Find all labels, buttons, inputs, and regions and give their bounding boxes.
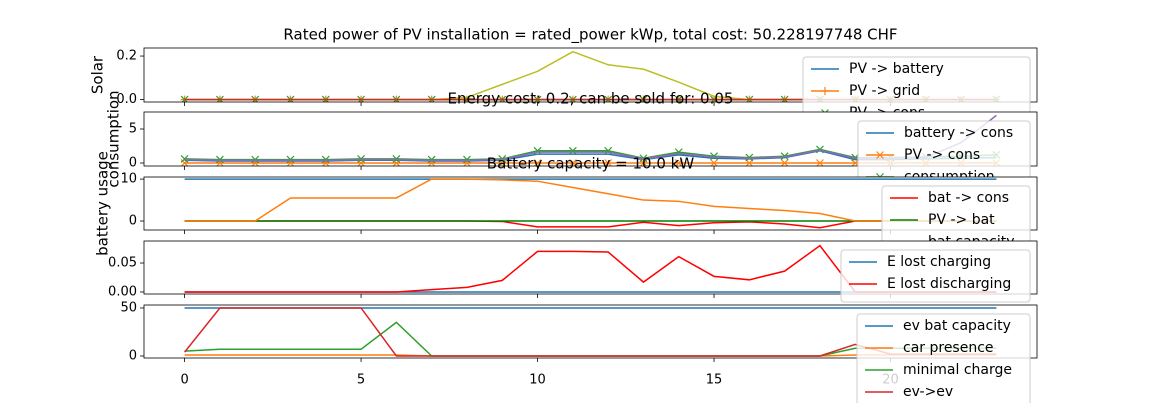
legend-label: E lost charging (887, 254, 991, 270)
marker (180, 155, 189, 163)
axes-title: Battery capacity = 10.0 kW (487, 155, 695, 173)
axes-title: Rated power of PV installation = rated_p… (283, 26, 897, 45)
legend-label: ev->ev (903, 384, 953, 400)
axes-title: Energy cost: 0.2, can be sold for: 0.05 (448, 90, 734, 108)
legend-label: PV -> bat (928, 212, 995, 228)
marker (710, 159, 718, 166)
x-tick-label: 5 (357, 373, 365, 388)
axes-frame (143, 47, 1038, 103)
legend-label: PV -> cons (904, 147, 980, 163)
axes: 0 5 Energy cost: 0.2, can be sold for: 0.0… (105, 90, 1038, 196)
x-tick-label: 10 (529, 373, 546, 388)
legend-label: PV -> grid (849, 83, 920, 99)
y-axis-label: Solar (89, 55, 107, 94)
x-tick-label: 0 (180, 373, 188, 388)
y-axis-label: consumption (105, 90, 123, 187)
y-tick-label: 0.00 (108, 284, 137, 299)
plot-area (184, 178, 997, 229)
y-axis-label: battery usage (94, 151, 112, 256)
y-tick-label: 5 (129, 122, 137, 137)
marker (821, 87, 829, 95)
legend-label: minimal charge (903, 362, 1012, 378)
legend-label: bat -> cons (928, 190, 1009, 206)
marker (876, 151, 884, 159)
legend-label: E lost discharging (887, 276, 1011, 292)
legend-label: PV -> battery (849, 61, 944, 77)
x-tick-label: 15 (706, 373, 723, 388)
legend-box (840, 249, 1031, 303)
series-line (184, 178, 997, 222)
marker (568, 159, 577, 166)
y-tick-label: 50 (120, 300, 137, 315)
marker (568, 146, 577, 155)
legend-box (856, 313, 1031, 403)
marker (533, 159, 542, 166)
axes-frame (143, 240, 1038, 295)
legend-label: car presence (903, 340, 994, 356)
axes-frame (143, 304, 1038, 359)
y-tick-label: 10 (120, 172, 137, 187)
axes-frame (143, 176, 1038, 231)
legend-label: battery -> cons (904, 125, 1013, 141)
y-tick-label: 0 (129, 214, 137, 229)
y-tick-label: 0.05 (108, 256, 137, 271)
marker (674, 159, 683, 166)
y-tick-label: 0.0 (116, 92, 137, 107)
y-tick-label: 0 (129, 348, 137, 363)
marker (816, 159, 824, 166)
marker (780, 159, 789, 166)
legend-label: ev bat capacity (903, 318, 1011, 334)
y-tick-label: 0.2 (116, 49, 137, 64)
marker (604, 159, 613, 166)
axes: 0.00 0.05 E lost charging E lost dischargin… (108, 240, 1038, 303)
y-tick-label: 0 (129, 156, 137, 171)
axes-frame (143, 111, 1038, 167)
